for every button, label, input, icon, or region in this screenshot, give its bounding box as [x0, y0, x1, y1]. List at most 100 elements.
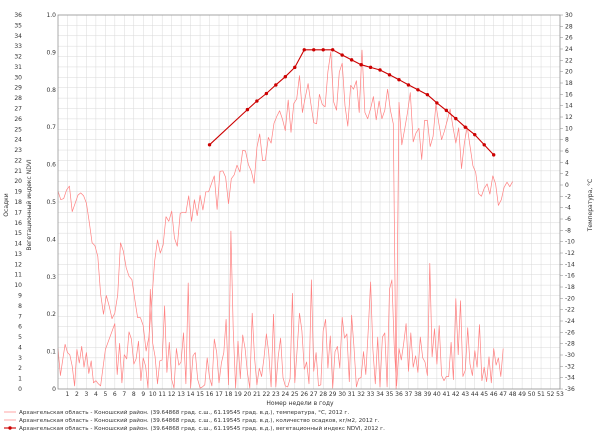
ndvi-point — [302, 48, 306, 52]
temp-tick-label: -24 — [565, 318, 575, 325]
x-tick-label: 8 — [132, 391, 136, 398]
x-tick-label: 28 — [319, 391, 327, 398]
legend-entry: Архангельская область - Коношский район.… — [19, 425, 385, 432]
temp-tick-label: 10 — [565, 125, 573, 132]
precip-tick-label: 22 — [14, 157, 22, 164]
precip-tick-label: 2 — [18, 365, 22, 372]
temp-tick-label: 30 — [565, 12, 573, 19]
temp-tick-label: 4 — [565, 159, 569, 166]
precip-tick-label: 5 — [18, 334, 22, 341]
x-tick-label: 21 — [253, 391, 261, 398]
temp-tick-label: 26 — [565, 35, 573, 42]
ndvi-point — [312, 48, 316, 52]
temp-tick-label: 12 — [565, 114, 573, 121]
ndvi-tick-label: 0 — [52, 386, 56, 393]
ndvi-point — [245, 107, 250, 112]
temp-tick-label: -22 — [565, 307, 575, 314]
x-tick-label: 7 — [122, 391, 126, 398]
x-tick-label: 27 — [310, 391, 318, 398]
x-tick-label: 41 — [443, 391, 451, 398]
temp-tick-label: -4 — [565, 205, 571, 212]
ndvi-point — [368, 65, 373, 70]
ndvi-point — [406, 83, 411, 87]
ndvi-point — [463, 125, 467, 129]
axes — [57, 14, 563, 390]
ndvi-tick-label: 0.6 — [46, 162, 56, 169]
temp-tick-label: -20 — [565, 295, 575, 302]
ndvi-point — [283, 75, 288, 79]
ndvi-point — [491, 153, 496, 157]
precip-tick-label: 29 — [14, 85, 22, 92]
series-temp — [57, 49, 513, 390]
temp-tick-label: 8 — [565, 137, 569, 144]
precip-tick-label: 14 — [14, 241, 22, 248]
x-tick-label: 17 — [215, 391, 223, 398]
temp-tick-label: 22 — [565, 57, 573, 64]
temp-tick-label: -10 — [565, 239, 575, 246]
x-tick-label: 25 — [291, 391, 299, 398]
ndvi-tick-label: 0.3 — [46, 274, 56, 281]
x-tick-label: 39 — [424, 391, 432, 398]
x-tick-label: 37 — [405, 391, 413, 398]
temp-tick-label: -16 — [565, 273, 575, 280]
ndvi-point — [416, 88, 420, 92]
precip-tick-label: 31 — [14, 64, 22, 71]
precip-tick-label: 36 — [14, 12, 22, 19]
legend-entry: Архангельская область - Коношский район.… — [19, 409, 349, 416]
x-tick-label: 40 — [433, 391, 441, 398]
x-tick-label: 24 — [282, 391, 290, 398]
precip-tick-label: 34 — [14, 33, 22, 40]
ndvi-point — [207, 143, 212, 147]
ndvi-point — [425, 92, 430, 97]
precip-tick-label: 15 — [14, 230, 22, 237]
precip-tick-label: 27 — [14, 106, 22, 113]
ndvi-tick-label: 0.7 — [46, 124, 56, 131]
x-tick-label: 3 — [85, 391, 89, 398]
x-tick-label: 6 — [113, 391, 117, 398]
x-tick-label: 20 — [244, 391, 252, 398]
precip-tick-label: 11 — [14, 272, 22, 279]
temp-tick-label: -12 — [565, 250, 575, 257]
ndvi-tick-label: 0.4 — [46, 236, 56, 243]
ndvi-point — [293, 65, 297, 70]
precip-tick-label: 9 — [18, 293, 22, 300]
temp-tick-label: -18 — [565, 284, 575, 291]
ndvi-tick-label: 0.9 — [46, 49, 56, 56]
x-tick-label: 38 — [414, 391, 422, 398]
ndvi-point — [340, 53, 344, 57]
x-tick-label: 5 — [103, 391, 107, 398]
x-tick-label: 30 — [338, 391, 346, 398]
series-line-temp — [57, 49, 513, 390]
ndvi-point — [482, 143, 486, 147]
series-line-precip — [57, 230, 504, 389]
legend-marker — [8, 426, 12, 430]
precip-tick-label: 17 — [14, 209, 22, 216]
ndvi-point — [359, 63, 363, 67]
tick-labels: 1 2 3 4 5 6 7 8 9 10 11 12 13 14 15 16 17 18 19 20 21 22 23 24 2… — [14, 12, 575, 398]
temp-tick-label: 14 — [565, 103, 573, 110]
x-tick-label: 2 — [75, 391, 79, 398]
y-axis-title-ndvi: Вегетационный индекс NDVI — [26, 159, 33, 250]
plot-border — [57, 14, 561, 390]
x-tick-label: 26 — [300, 391, 308, 398]
series-precip — [57, 230, 504, 389]
x-tick-label: 43 — [461, 391, 469, 398]
x-tick-label: 45 — [480, 391, 488, 398]
x-tick-label: 35 — [386, 391, 394, 398]
ndvi-tick-label: 0.2 — [46, 311, 56, 318]
x-tick-label: 1 — [66, 391, 70, 398]
temp-tick-label: -34 — [565, 375, 575, 382]
precip-tick-label: 19 — [14, 189, 22, 196]
precip-tick-label: 4 — [18, 344, 22, 351]
precip-tick-label: 20 — [14, 178, 22, 185]
precip-tick-label: 33 — [14, 43, 22, 50]
x-tick-label: 46 — [490, 391, 498, 398]
temp-tick-label: -2 — [565, 193, 571, 200]
temp-tick-label: 24 — [565, 46, 573, 53]
precip-tick-label: 0 — [18, 386, 22, 393]
precip-tick-label: 21 — [14, 168, 22, 175]
temp-tick-label: -30 — [565, 352, 575, 359]
x-tick-label: 16 — [206, 391, 214, 398]
temp-tick-label: -8 — [565, 227, 571, 234]
precip-tick-label: 10 — [14, 282, 22, 289]
